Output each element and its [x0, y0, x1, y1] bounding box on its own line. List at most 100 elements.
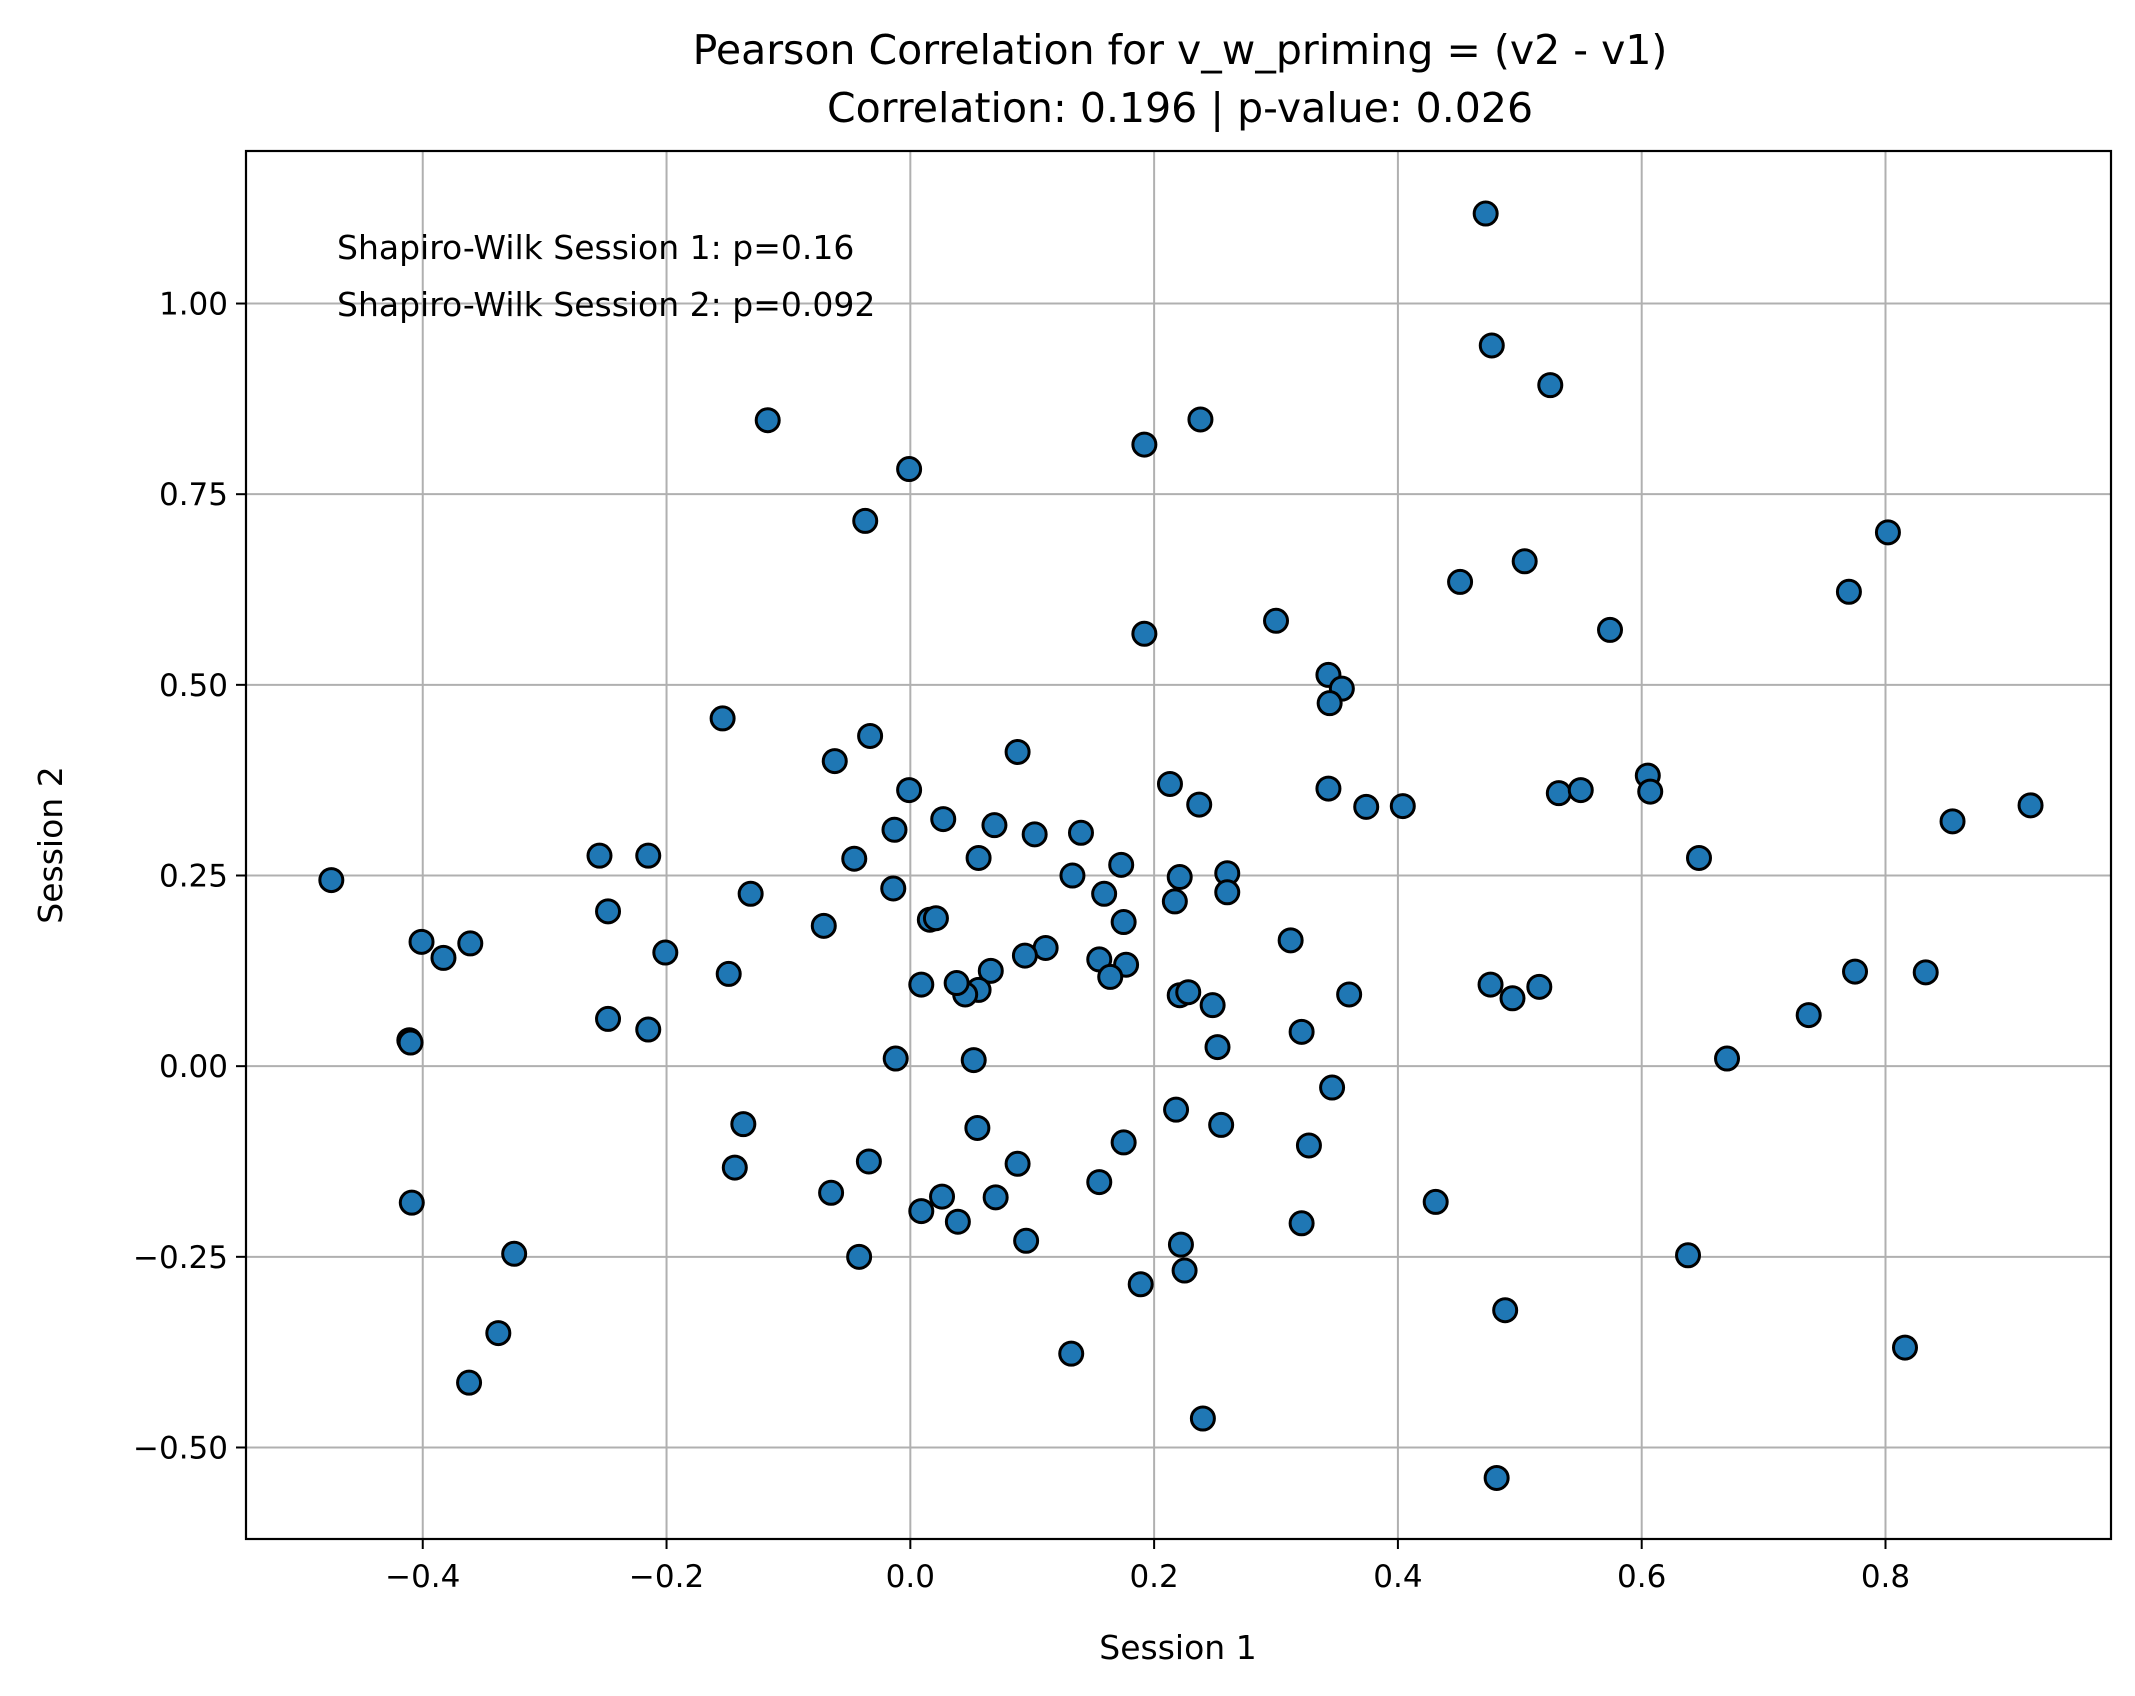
data-point [855, 1148, 882, 1175]
chart-subtitle: Correlation: 0.196 | p-value: 0.026 [827, 84, 1533, 132]
data-point [1675, 1242, 1702, 1269]
y-tick-label: −0.50 [133, 1430, 228, 1466]
data-point [1685, 844, 1712, 871]
data-point [1874, 519, 1901, 546]
data-point [821, 748, 848, 775]
y-tick-label: 0.50 [159, 668, 228, 704]
data-point [929, 1183, 956, 1210]
shapiro-wilk-session-2-annotation: Shapiro-Wilk Session 2: p=0.092 [337, 285, 875, 324]
data-point [1472, 200, 1499, 227]
data-point [1013, 1227, 1040, 1254]
data-point [1316, 690, 1343, 717]
y-tick-label: 0.75 [159, 477, 228, 513]
data-point [880, 875, 907, 902]
data-point [1199, 992, 1226, 1019]
data-point [635, 1016, 662, 1043]
data-point [1186, 791, 1213, 818]
data-point [1108, 851, 1135, 878]
x-tick-label: 0.4 [1373, 1559, 1422, 1595]
data-point [1336, 981, 1363, 1008]
data-point [1059, 862, 1086, 889]
grid-lines [246, 151, 2111, 1539]
y-tick-label: 0.00 [159, 1049, 228, 1085]
x-tick-label: 0.2 [1129, 1559, 1178, 1595]
data-point [1714, 1045, 1741, 1072]
data-point [1511, 548, 1538, 575]
data-point [1189, 1405, 1216, 1432]
x-axis-label: Session 1 [1099, 1628, 1256, 1667]
data-point [398, 1189, 425, 1216]
data-point [1597, 616, 1624, 643]
data-point [1567, 777, 1594, 804]
data-point [965, 844, 992, 871]
data-point [586, 842, 613, 869]
plot-frame [244, 149, 2113, 1541]
data-point [852, 507, 879, 534]
data-point [1086, 1169, 1113, 1196]
data-point [1422, 1188, 1449, 1215]
y-tick-label: −0.25 [133, 1240, 228, 1276]
data-point [430, 944, 457, 971]
data-point [944, 1208, 971, 1235]
data-point [818, 1179, 845, 1206]
data-point [1795, 1002, 1822, 1029]
data-point [1288, 1018, 1315, 1045]
data-point [2017, 792, 2044, 819]
x-axis-ticks: −0.4 −0.2 0.0 0.2 0.4 0.6 0.8 [385, 1539, 1910, 1595]
data-point [1208, 1111, 1235, 1138]
data-point [1477, 971, 1504, 998]
data-point [1167, 1231, 1194, 1258]
data-point [754, 407, 781, 434]
data-point [896, 777, 923, 804]
data-point [595, 898, 622, 925]
data-point [1842, 958, 1869, 985]
data-point [715, 960, 742, 987]
data-point [1131, 620, 1158, 647]
data-point [1171, 1257, 1198, 1284]
data-point [857, 722, 884, 749]
data-point [1214, 879, 1241, 906]
y-tick-label: 0.25 [159, 859, 228, 895]
x-tick-label: 0.0 [886, 1559, 935, 1595]
data-point [730, 1111, 757, 1138]
y-axis-label: Session 2 [31, 766, 70, 923]
data-point [1499, 985, 1526, 1012]
data-point [1091, 880, 1118, 907]
data-point [908, 971, 935, 998]
data-point [982, 1184, 1009, 1211]
shapiro-wilk-session-1-annotation: Shapiro-Wilk Session 1: p=0.16 [337, 228, 854, 267]
data-point [1478, 332, 1505, 359]
data-point [318, 867, 345, 894]
data-point [1545, 780, 1572, 807]
data-point [964, 1114, 991, 1141]
data-point [1058, 1340, 1085, 1367]
data-point [1263, 607, 1290, 634]
data-point [1295, 1132, 1322, 1159]
y-tick-label: 1.00 [159, 287, 228, 323]
y-axis-ticks: −0.50 −0.25 0.00 0.25 0.50 0.75 1.00 [133, 287, 246, 1466]
data-point [709, 705, 736, 732]
data-point [1288, 1210, 1315, 1237]
data-point [1011, 942, 1038, 969]
data-point [595, 1005, 622, 1032]
data-point [721, 1154, 748, 1181]
data-point [977, 957, 1004, 984]
data-point [943, 970, 970, 997]
data-point [881, 816, 908, 843]
data-point [1110, 909, 1137, 936]
x-tick-label: 0.6 [1617, 1559, 1666, 1595]
data-point [397, 1029, 424, 1056]
data-point [1187, 406, 1214, 433]
data-point [1389, 793, 1416, 820]
data-point [1021, 821, 1048, 848]
x-tick-label: 0.8 [1861, 1559, 1910, 1595]
data-point [841, 845, 868, 872]
data-point [1097, 963, 1124, 990]
data-point [1891, 1334, 1918, 1361]
data-point [457, 930, 484, 957]
data-point [1637, 778, 1664, 805]
data-point [1315, 775, 1342, 802]
data-point [1004, 1150, 1031, 1177]
